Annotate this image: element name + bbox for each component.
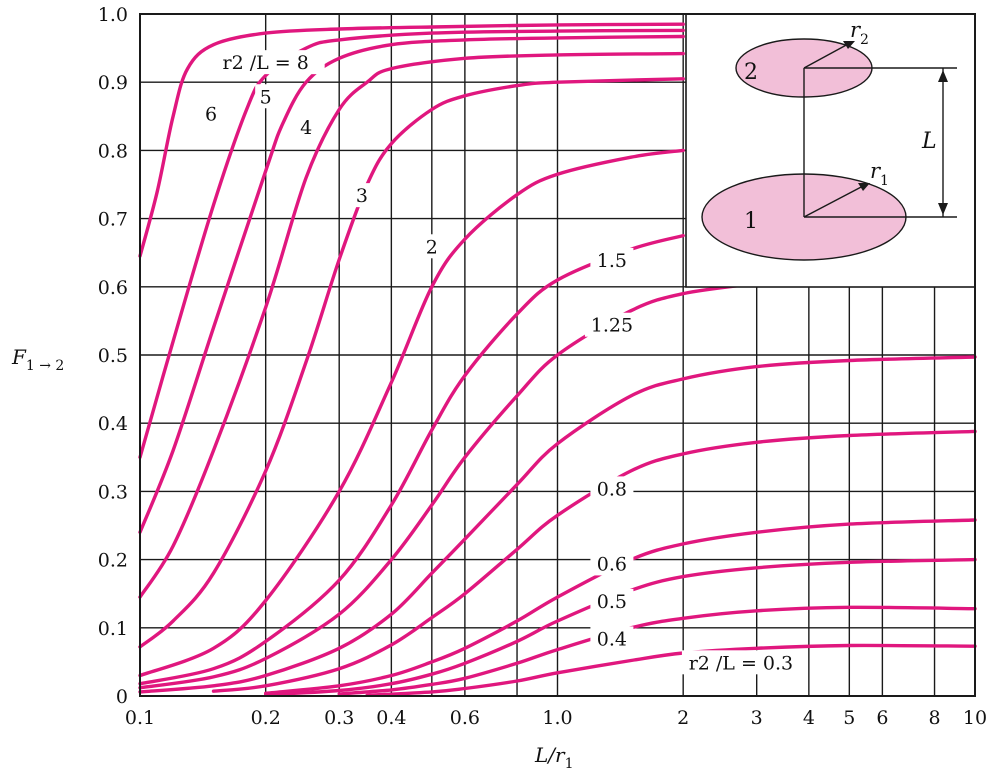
curve-r2L-2 xyxy=(138,148,685,678)
y-tick-label: 0.1 xyxy=(98,618,128,640)
x-tick-label: 6 xyxy=(876,707,888,729)
r2-label: r xyxy=(850,18,862,42)
curve-label-backdrop xyxy=(295,114,317,139)
curve-label-backdrop xyxy=(590,588,634,613)
x-tick-label: 10 xyxy=(963,707,987,729)
y-tick-label: 0.7 xyxy=(98,209,128,231)
curve-label-backdrop xyxy=(206,50,325,75)
y-tick-label: 0.9 xyxy=(98,72,128,94)
y-tick-label: 0.2 xyxy=(98,550,128,572)
curve-label-backdrop xyxy=(200,101,222,126)
y-tick-label: 0.5 xyxy=(98,345,128,367)
x-tick-label: 5 xyxy=(843,707,855,729)
curve-label-2: 2 xyxy=(426,236,438,258)
y-tick-label: 1.0 xyxy=(98,4,128,26)
x-tick-label: 0.4 xyxy=(376,707,406,729)
y-tick-label: 0.3 xyxy=(98,481,128,503)
x-tick-label: 3 xyxy=(751,707,763,729)
curve-label-backdrop xyxy=(421,234,443,259)
disk-2-label: 2 xyxy=(744,60,758,85)
curve-label-layer: r2 /L = 8 6 5 4 3 2 1.5 1.25 0.8 0.6 0.5 0.4 r2 /L =… xyxy=(200,50,800,675)
curve-label-0_3: r2 /L = 0.3 xyxy=(689,652,793,674)
x-axis-title: L/r1 xyxy=(534,743,574,772)
L-arrow-top xyxy=(938,70,948,82)
curve-label-backdrop xyxy=(590,476,634,501)
plot-frame xyxy=(139,13,976,697)
curve-label-4: 4 xyxy=(300,117,312,139)
r1-subscript: 1 xyxy=(880,173,889,189)
curve-label-1_25: 1.25 xyxy=(591,315,633,337)
r1-arrowhead xyxy=(858,183,870,191)
y-tick-label: 0.8 xyxy=(98,140,128,162)
curve-label-0_6: 0.6 xyxy=(597,553,627,575)
r1-label: r xyxy=(870,159,882,183)
curve-r2L-0_6 xyxy=(264,518,977,695)
curve-label-3: 3 xyxy=(356,185,368,207)
x-tick-label: 0.1 xyxy=(125,707,155,729)
x-tick-label: 0.6 xyxy=(450,707,480,729)
r2-radius-line xyxy=(803,42,851,69)
curve-label-backdrop xyxy=(590,247,634,272)
curve-r2L-5 xyxy=(138,34,685,534)
curve-r2L-4 xyxy=(138,51,685,599)
tick-label-layer: 00.10.20.30.40.50.60.70.80.91.00.1 0.2 0.3… xyxy=(98,4,987,729)
curve-r2L-8 xyxy=(138,22,685,258)
curve-r2L-0_4 xyxy=(337,605,977,696)
r1-radius-line xyxy=(803,184,866,218)
disk-1-label: 1 xyxy=(744,209,758,234)
curve-label-backdrop xyxy=(681,650,800,675)
curve-label-backdrop xyxy=(351,183,373,208)
y-tick-label: 0.6 xyxy=(98,277,128,299)
x-tick-label: 0.3 xyxy=(324,707,354,729)
curve-label-0_5: 0.5 xyxy=(597,591,627,613)
curve-label-backdrop xyxy=(590,551,634,576)
curve-label-1_5: 1.5 xyxy=(597,250,627,272)
curve-r2L-0_8 xyxy=(211,429,977,693)
curve-label-5: 5 xyxy=(260,86,272,108)
curve-label-0_8: 0.8 xyxy=(597,478,627,500)
y-tick-label: 0.4 xyxy=(98,413,128,435)
x-tick-label: 8 xyxy=(928,707,940,729)
curve-r2L-1_5 xyxy=(138,233,685,686)
curve-r2L-1_25 xyxy=(138,281,759,690)
curve-label-0_4: 0.4 xyxy=(597,628,627,650)
curve-r2L-0_5 xyxy=(264,557,977,697)
curve-label-8: r2 /L = 8 xyxy=(223,52,309,74)
y-axis-title: F1 → 2 xyxy=(11,345,64,374)
L-label: L xyxy=(921,129,937,154)
x-tick-label: 2 xyxy=(677,707,689,729)
curve-r2L-0_3 xyxy=(365,643,977,697)
y-tick-label: 0 xyxy=(116,686,128,708)
r2-arrowhead xyxy=(843,41,855,49)
r2-subscript: 2 xyxy=(860,32,869,48)
curve-label-backdrop xyxy=(590,626,634,651)
x-tick-label: 1.0 xyxy=(542,707,572,729)
curve-label-backdrop xyxy=(584,312,639,337)
curve-label-6: 6 xyxy=(205,103,217,125)
curve-label-backdrop xyxy=(255,84,277,109)
x-tick-label: 0.2 xyxy=(251,707,281,729)
L-arrow-bottom xyxy=(938,203,948,215)
curve-r2L-1 xyxy=(138,355,977,694)
x-tick-label: 4 xyxy=(803,707,815,729)
inset-diagram: 21r 2r 1L xyxy=(685,13,976,288)
